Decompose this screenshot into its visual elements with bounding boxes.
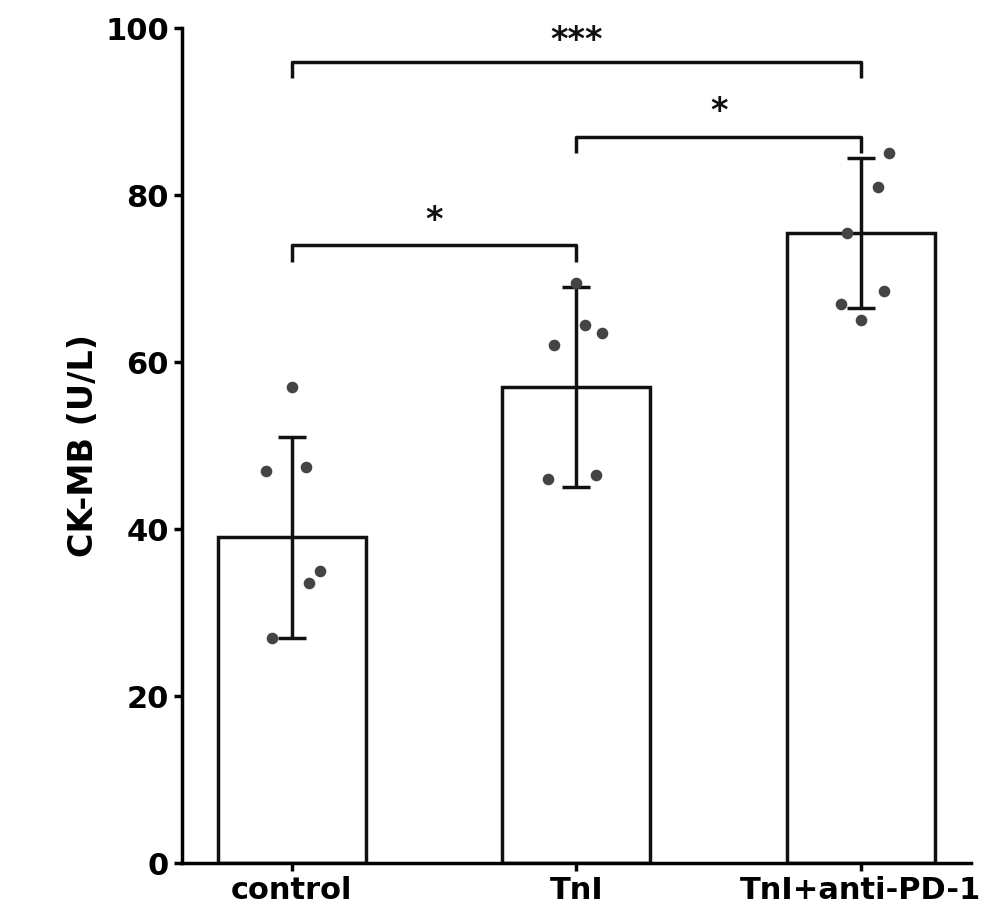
Point (594, 325, 610, 340)
Bar (218, 538, 366, 863)
Point (258, 464, 274, 479)
Point (312, 563, 328, 578)
Bar (502, 387, 650, 863)
Y-axis label: CK-MB (U/L): CK-MB (U/L) (67, 334, 100, 557)
Point (540, 472, 556, 487)
Point (264, 631, 280, 645)
Point (577, 317, 593, 332)
Bar (787, 232, 935, 863)
Point (876, 284, 892, 299)
Point (853, 313, 869, 328)
Point (284, 380, 300, 395)
Text: *: * (425, 204, 443, 237)
Text: ***: *** (550, 24, 603, 57)
Point (839, 225, 855, 240)
Text: *: * (710, 95, 727, 128)
Point (870, 180, 886, 195)
Point (546, 338, 562, 353)
Point (301, 576, 317, 591)
Point (881, 146, 897, 160)
Point (833, 296, 849, 311)
Point (568, 276, 584, 290)
Point (298, 459, 314, 474)
Point (588, 467, 604, 482)
